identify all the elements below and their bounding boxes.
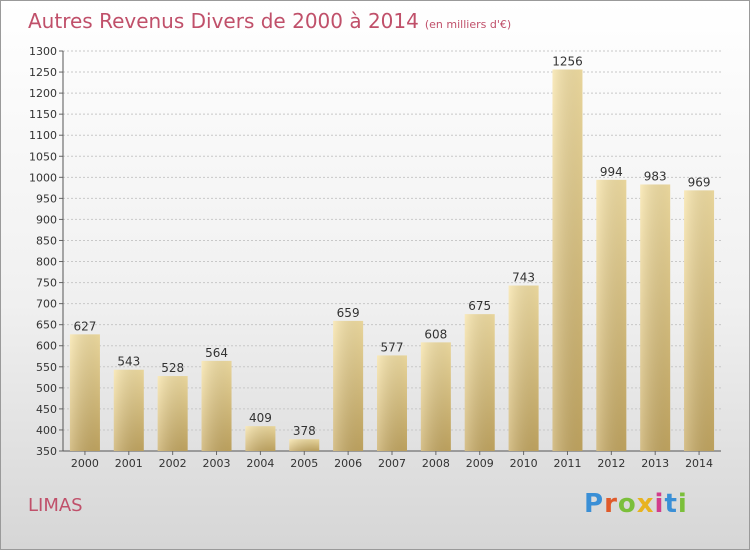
bar-shade — [157, 376, 188, 451]
bar-shade — [596, 179, 627, 451]
data-label: 543 — [117, 355, 140, 369]
bar-shade — [201, 360, 232, 451]
labels-layer: 627 543 528 564 409 378 659 577 608 675 743 1256 994… — [73, 55, 710, 439]
data-label: 564 — [205, 346, 228, 360]
data-label: 659 — [337, 306, 360, 320]
y-tick-label: 950 — [36, 192, 57, 205]
y-tick-label: 1300 — [29, 45, 57, 58]
axis-layer: 350 400 450 500 550 600 650 700 750 800 850 900 950 1… — [29, 45, 721, 470]
bar-shade — [333, 320, 364, 451]
x-tick-label: 2011 — [553, 457, 581, 470]
chart-title: Autres Revenus Divers de 2000 à 2014 — [28, 9, 419, 33]
data-label: 675 — [468, 299, 491, 313]
y-tick-label: 550 — [36, 361, 57, 374]
y-tick-label: 1100 — [29, 129, 57, 142]
y-tick-label: 450 — [36, 403, 57, 416]
data-label: 969 — [688, 175, 711, 189]
title-block: Autres Revenus Divers de 2000 à 2014 (en … — [28, 9, 511, 33]
chart-unit: (en milliers d'€) — [424, 18, 512, 31]
y-tick-label: 900 — [36, 213, 57, 226]
bar-shade — [289, 439, 320, 451]
data-label: 994 — [600, 165, 623, 179]
x-tick-label: 2007 — [378, 457, 406, 470]
y-tick-label: 400 — [36, 424, 57, 437]
data-label: 577 — [381, 340, 404, 354]
data-label: 983 — [644, 169, 667, 183]
logo-letter: r — [604, 489, 618, 519]
x-tick-label: 2005 — [290, 457, 318, 470]
bar-shade — [684, 190, 715, 452]
y-tick-label: 1150 — [29, 108, 57, 121]
proxiti-logo: Proxiti — [584, 489, 688, 519]
logo-letter: o — [617, 489, 637, 519]
logo-letter: i — [654, 489, 665, 519]
bar-shade — [640, 184, 671, 451]
data-label: 627 — [73, 319, 96, 333]
x-tick-label: 2000 — [71, 457, 99, 470]
bars-layer — [69, 69, 715, 452]
x-tick-label: 2010 — [510, 457, 538, 470]
bar-shade — [552, 69, 583, 452]
x-tick-label: 2008 — [422, 457, 450, 470]
x-tick-label: 2004 — [246, 457, 274, 470]
x-tick-label: 2009 — [466, 457, 494, 470]
x-tick-label: 2002 — [159, 457, 187, 470]
bar-shade — [377, 355, 407, 451]
logo-letter: t — [664, 489, 678, 519]
y-tick-label: 700 — [36, 298, 57, 311]
y-tick-label: 500 — [36, 382, 57, 395]
bar-shade — [245, 426, 276, 451]
y-tick-label: 750 — [36, 277, 57, 290]
x-tick-label: 2014 — [685, 457, 713, 470]
x-tick-label: 2003 — [203, 457, 231, 470]
y-tick-label: 1200 — [29, 87, 57, 100]
y-tick-label: 800 — [36, 256, 57, 269]
data-label: 378 — [293, 424, 316, 438]
x-tick-label: 2006 — [334, 457, 362, 470]
data-label: 528 — [161, 361, 184, 375]
y-tick-label: 650 — [36, 319, 57, 332]
data-label: 409 — [249, 411, 272, 425]
bar-shade — [508, 285, 539, 451]
x-tick-label: 2012 — [597, 457, 625, 470]
y-tick-label: 1000 — [29, 171, 57, 184]
logo-letter: P — [584, 489, 605, 519]
y-tick-label: 1250 — [29, 66, 57, 79]
logo-letter: x — [636, 489, 655, 519]
data-label: 608 — [424, 327, 447, 341]
x-tick-label: 2001 — [115, 457, 143, 470]
bar-shade — [464, 314, 495, 451]
bar-shade — [420, 342, 451, 451]
data-label: 1256 — [552, 55, 583, 69]
y-tick-label: 350 — [36, 445, 57, 458]
y-tick-label: 600 — [36, 340, 57, 353]
y-tick-label: 1050 — [29, 150, 57, 163]
bar-shade — [69, 334, 100, 451]
x-tick-label: 2013 — [641, 457, 669, 470]
logo-letter: i — [677, 489, 688, 519]
city-name: LIMAS — [28, 495, 83, 516]
data-label: 743 — [512, 271, 535, 285]
bar-shade — [113, 369, 144, 451]
y-tick-label: 850 — [36, 234, 57, 247]
